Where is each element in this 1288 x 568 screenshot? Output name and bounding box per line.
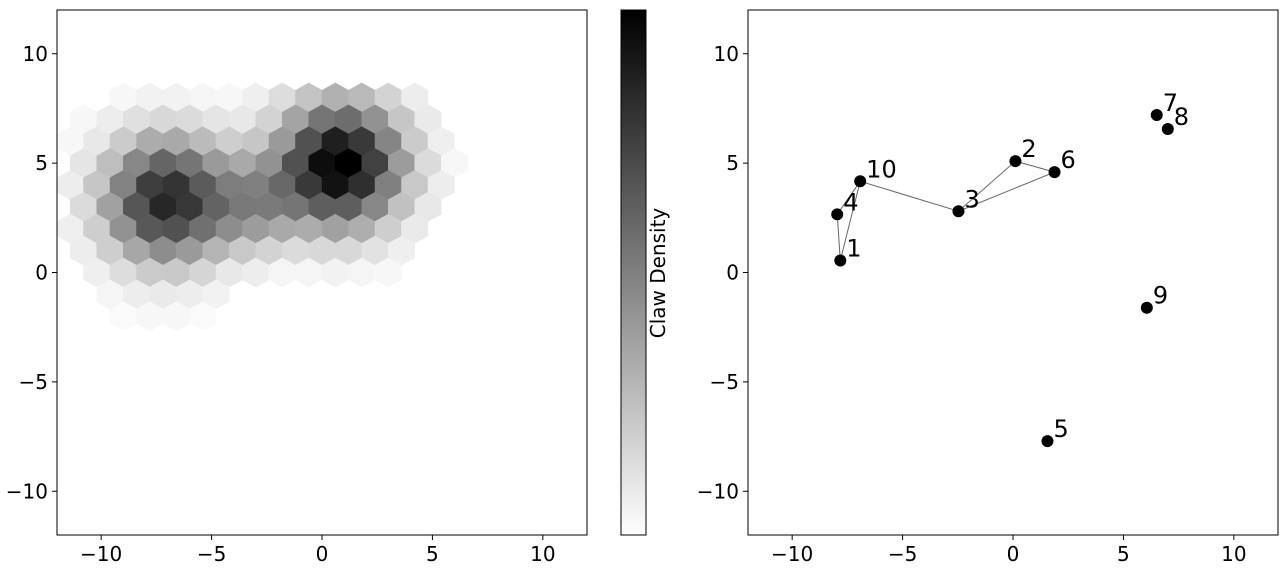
y-tick-label: 0 (726, 261, 739, 285)
x-tick-label: 10 (530, 542, 555, 566)
point-label: 7 (1163, 89, 1178, 117)
point-label: 2 (1021, 135, 1036, 163)
hex-cell (374, 257, 402, 288)
link-line (836, 160, 1057, 261)
x-tick-label: −5 (197, 542, 226, 566)
y-tick-label: 10 (714, 42, 739, 66)
point (1161, 123, 1174, 135)
point (952, 205, 965, 218)
point (1048, 166, 1061, 179)
point-label: 6 (1061, 146, 1076, 174)
x-tick-label: 10 (1221, 542, 1246, 566)
scatter-plot (831, 109, 1174, 448)
y-tick-label: 0 (35, 261, 48, 285)
point-label: 10 (866, 155, 897, 183)
x-tick-label: −5 (888, 542, 917, 566)
point (1140, 301, 1153, 314)
y-tick-label: −5 (710, 370, 739, 394)
point-label: 5 (1053, 415, 1068, 443)
y-tick-label: −10 (6, 479, 48, 503)
point-label: 9 (1153, 282, 1168, 310)
point-label: 4 (843, 188, 858, 216)
hex-cell (189, 301, 217, 332)
x-tick-label: 0 (1007, 542, 1020, 566)
point-label: 1 (846, 234, 861, 262)
axes: −10 −5 0 5 10 −10 −5 0 5 10 1 2 3 4 5 6 78 9 10 −10 −5 0 5 10 −1… (6, 9, 1279, 566)
point-label: 3 (964, 185, 979, 213)
hexbin-plot (57, 82, 468, 332)
point (1009, 155, 1022, 168)
x-tick-label: 0 (316, 542, 329, 566)
point-label: 8 (1174, 103, 1189, 131)
point (831, 208, 844, 221)
y-tick-label: −5 (19, 370, 48, 394)
y-tick-label: 5 (35, 151, 48, 175)
y-tick-label: 10 (23, 42, 48, 66)
point (854, 175, 867, 188)
point (1041, 435, 1054, 448)
point (1150, 109, 1163, 121)
colorbar-label: Claw Density (646, 208, 670, 339)
colorbar (620, 9, 647, 536)
y-tick-label: −10 (697, 479, 739, 503)
x-tick-label: 5 (1117, 542, 1130, 566)
y-tick-label: 5 (726, 151, 739, 175)
point (834, 254, 847, 267)
x-tick-label: 5 (426, 542, 439, 566)
x-tick-label: −10 (80, 542, 122, 566)
x-tick-label: −10 (771, 542, 813, 566)
